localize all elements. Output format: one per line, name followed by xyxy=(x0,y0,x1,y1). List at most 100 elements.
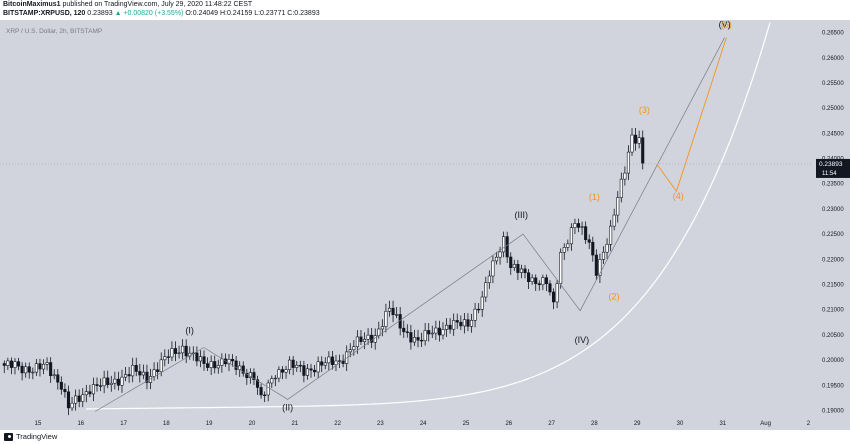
candle xyxy=(266,379,270,402)
candles-layer xyxy=(2,128,645,416)
candle xyxy=(138,363,142,383)
candle xyxy=(273,374,277,387)
wave-label: (IV) xyxy=(575,335,590,345)
candle xyxy=(145,364,149,390)
candle xyxy=(298,360,302,373)
candle xyxy=(338,354,342,369)
candle xyxy=(309,363,313,378)
candle xyxy=(181,339,185,360)
candle xyxy=(537,280,541,291)
candle xyxy=(530,274,534,285)
price-change: ▲ +0.00820 (+3.55%) xyxy=(114,10,184,17)
price-tick-label: 0.21000 xyxy=(822,308,844,314)
price-tick-label: 0.20000 xyxy=(822,358,844,364)
candle xyxy=(348,343,352,358)
candle xyxy=(131,357,135,383)
candle xyxy=(277,366,281,383)
candle xyxy=(359,330,363,346)
candle xyxy=(195,346,199,367)
candle xyxy=(612,208,616,231)
price-axis[interactable]: 0.265000.260000.255000.250000.245000.240… xyxy=(0,20,850,430)
candle xyxy=(124,366,128,382)
publish-info: BitcoinMaximus1 published on TradingView… xyxy=(3,1,252,8)
price-chart[interactable]: XRP / U.S. Dollar, 2h, BITSTAMP (I)(II)(… xyxy=(0,20,850,430)
candle xyxy=(134,357,138,377)
candle xyxy=(605,238,609,259)
wave-count-line xyxy=(94,37,725,412)
candle xyxy=(6,357,10,370)
candle xyxy=(516,259,520,280)
candle xyxy=(619,172,623,203)
candle xyxy=(313,365,317,377)
time-tick-label: 22 xyxy=(334,421,341,427)
price-tick-label: 0.26500 xyxy=(822,31,844,37)
candle xyxy=(113,371,117,390)
drawings-layer: (I) (II) (III) (IV) (V) (1) (2) (3) (4) (5) xyxy=(86,20,771,412)
candle xyxy=(455,313,459,329)
candle xyxy=(534,274,538,291)
candle xyxy=(291,356,295,376)
footer: TradingView xyxy=(0,430,850,444)
candle xyxy=(106,370,110,389)
candle xyxy=(323,357,327,370)
candle xyxy=(505,231,509,263)
candle xyxy=(562,243,566,260)
candle xyxy=(519,264,523,279)
candle xyxy=(609,219,613,252)
wave-label: (3) xyxy=(639,105,650,115)
candle xyxy=(188,346,192,360)
candle xyxy=(173,341,178,362)
subwave-projection-line xyxy=(656,37,727,193)
candle xyxy=(24,362,28,378)
chart-header: BitcoinMaximus1 published on TradingView… xyxy=(0,0,850,20)
wave-label: (1) xyxy=(589,192,600,202)
price-tick-label: 0.21500 xyxy=(822,282,844,288)
candle xyxy=(120,369,124,393)
candle xyxy=(20,362,24,381)
candle xyxy=(56,369,60,390)
candle xyxy=(66,385,71,416)
time-tick-label: 26 xyxy=(505,421,512,427)
time-tick-label: 18 xyxy=(163,421,170,427)
candle xyxy=(445,318,449,338)
candle xyxy=(552,288,556,310)
author-name[interactable]: BitcoinMaximus1 xyxy=(3,1,61,8)
candle xyxy=(487,270,491,289)
chart-subtitle: XRP / U.S. Dollar, 2h, BITSTAMP xyxy=(6,28,102,35)
candle xyxy=(502,231,506,258)
price-tick-label: 0.25000 xyxy=(822,106,844,112)
candle xyxy=(284,365,288,379)
candle xyxy=(320,356,324,373)
wave-label: (I) xyxy=(185,325,194,335)
candle xyxy=(477,303,481,314)
candle xyxy=(494,251,499,265)
candle xyxy=(177,345,181,359)
time-tick-label: 27 xyxy=(548,421,555,427)
symbol-name[interactable]: BITSTAMP:XRPUSD, 120 xyxy=(3,10,86,17)
candle xyxy=(245,368,249,385)
last-price-label: 0.23893 xyxy=(819,161,843,168)
candle xyxy=(544,274,548,292)
candle xyxy=(34,358,38,376)
candle xyxy=(380,319,384,337)
candle xyxy=(634,128,638,151)
publish-date: published on TradingView.com, July 29, 2… xyxy=(62,1,253,8)
candle xyxy=(252,368,256,385)
candle xyxy=(630,128,634,156)
candle xyxy=(206,357,210,372)
candle xyxy=(601,246,606,264)
candle xyxy=(355,330,359,354)
chart-area[interactable] xyxy=(0,20,850,430)
candle xyxy=(9,357,13,375)
candle xyxy=(327,351,331,371)
tradingview-logo[interactable]: TradingView xyxy=(4,432,57,441)
candle xyxy=(255,375,260,395)
candle xyxy=(52,369,56,380)
price-tick-label: 0.24500 xyxy=(822,131,844,137)
candle xyxy=(584,221,588,244)
candle xyxy=(594,249,598,280)
time-axis[interactable]: 15 16 17 18 19 20 21 22 23 24 25 26 27 28 29 30 31 Aug 2 xyxy=(0,418,850,430)
candle xyxy=(270,375,274,388)
candle xyxy=(569,223,573,251)
candle xyxy=(469,313,474,333)
